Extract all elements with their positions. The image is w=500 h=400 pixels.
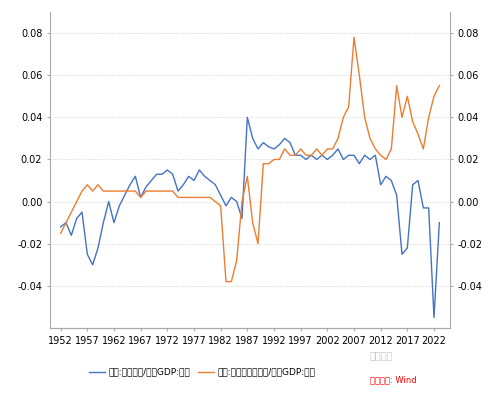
日本:贸易差额/日本GDP:现价 (410, 182, 416, 187)
Text: 半夏投资: 半夏投资 (370, 350, 394, 360)
中国:贸易差额人民币/中国GDP:现价 (351, 35, 357, 40)
日本:贸易差额/日本GDP:现价 (244, 115, 250, 120)
Line: 中国:贸易差额人民币/中国GDP:现价: 中国:贸易差额人民币/中国GDP:现价 (60, 37, 440, 282)
中国:贸易差额人民币/中国GDP:现价 (276, 157, 282, 162)
日本:贸易差额/日本GDP:现价 (58, 224, 64, 229)
中国:贸易差额人民币/中国GDP:现价 (415, 132, 421, 136)
中国:贸易差额人民币/中国GDP:现价 (223, 279, 229, 284)
Line: 日本:贸易差额/日本GDP:现价: 日本:贸易差额/日本GDP:现价 (60, 117, 440, 318)
日本:贸易差额/日本GDP:现价 (303, 157, 309, 162)
中国:贸易差额人民币/中国GDP:现价 (111, 189, 117, 194)
中国:贸易差额人民币/中国GDP:现价 (319, 153, 325, 158)
日本:贸易差额/日本GDP:现价 (319, 153, 325, 158)
Text: 数据来源: Wind: 数据来源: Wind (370, 375, 416, 384)
日本:贸易差额/日本GDP:现价 (436, 220, 442, 225)
日本:贸易差额/日本GDP:现价 (186, 174, 192, 179)
中国:贸易差额人民币/中国GDP:现价 (436, 83, 442, 88)
Legend: 日本:贸易差额/日本GDP:现价, 中国:贸易差额人民币/中国GDP:现价: 日本:贸易差额/日本GDP:现价, 中国:贸易差额人民币/中国GDP:现价 (85, 364, 319, 380)
中国:贸易差额人民币/中国GDP:现价 (186, 195, 192, 200)
日本:贸易差额/日本GDP:现价 (431, 315, 437, 320)
中国:贸易差额人民币/中国GDP:现价 (58, 231, 64, 236)
日本:贸易差额/日本GDP:现价 (111, 220, 117, 225)
日本:贸易差额/日本GDP:现价 (276, 142, 282, 147)
中国:贸易差额人民币/中国GDP:现价 (303, 153, 309, 158)
